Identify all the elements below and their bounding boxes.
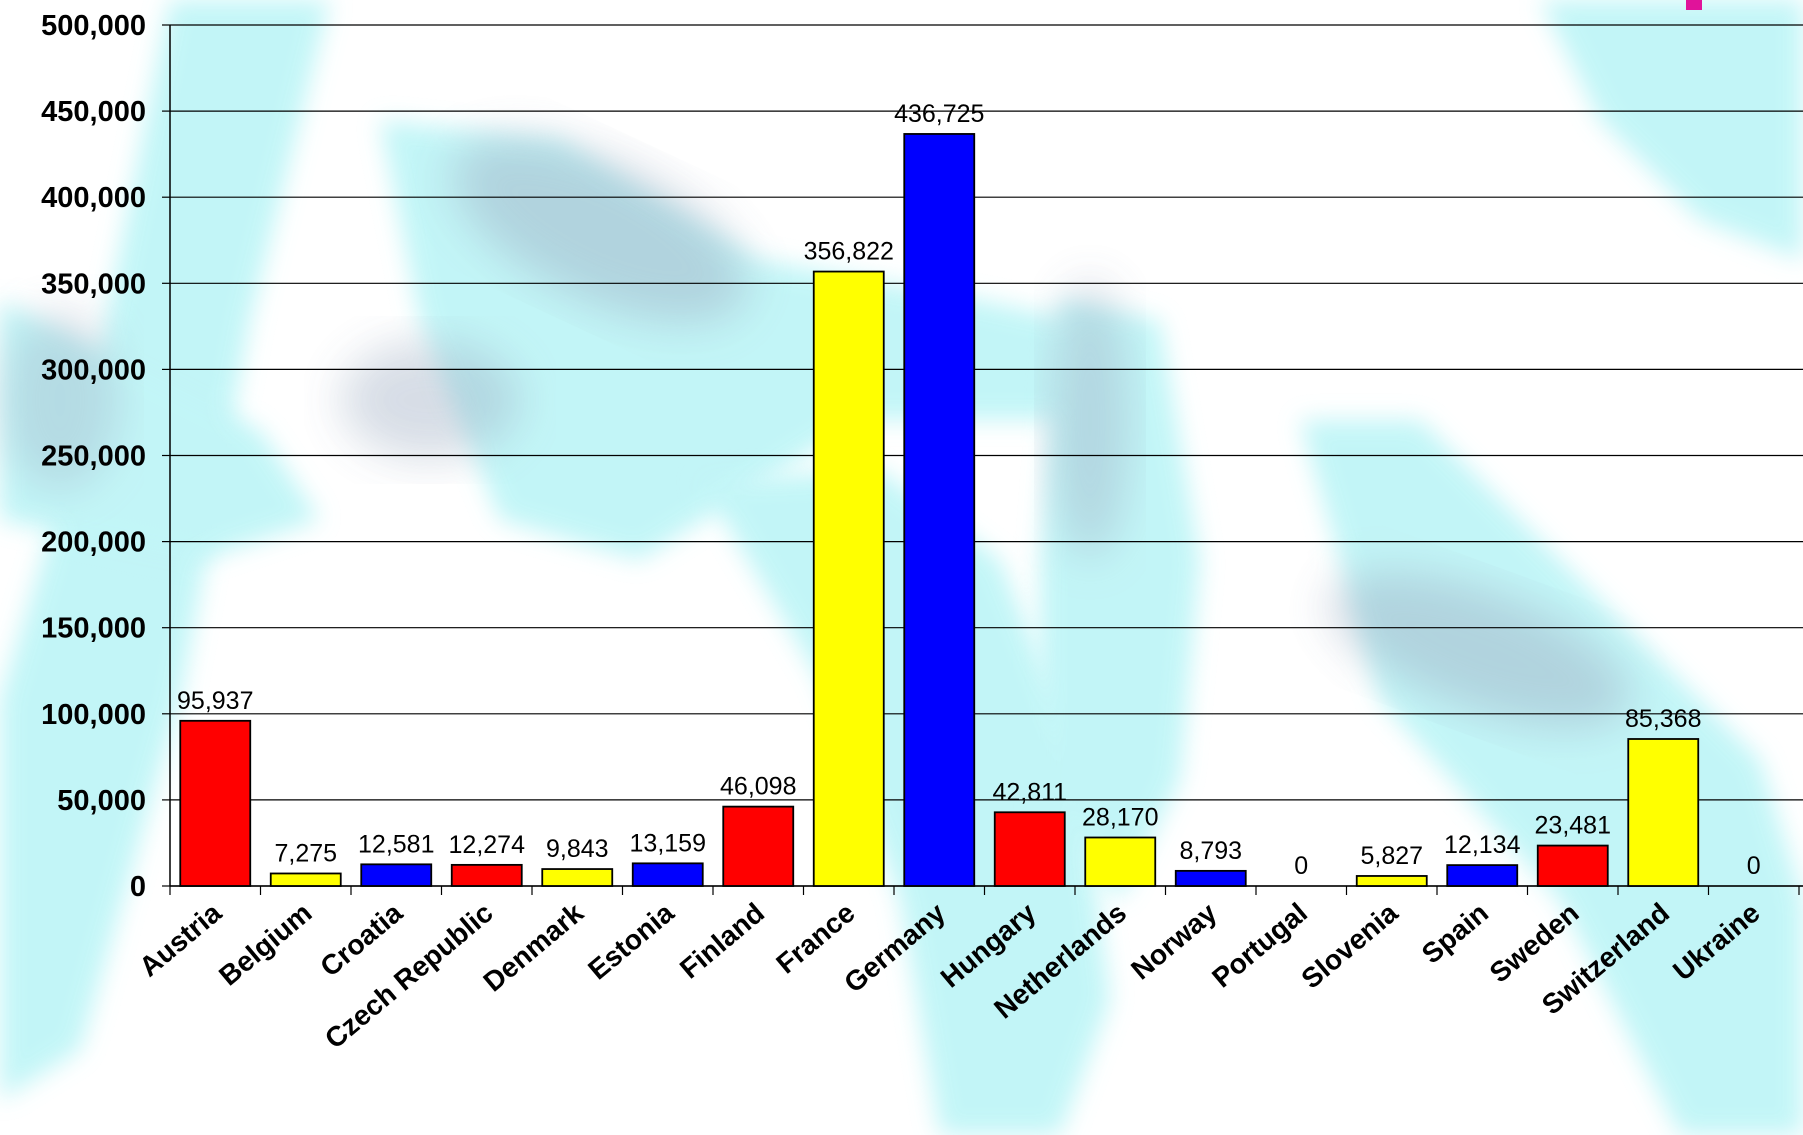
watermark-shadow [1050,280,1130,560]
data-label: 12,274 [449,831,526,859]
bar-spain [1446,864,1519,887]
x-category-label: Belgium [213,897,318,992]
y-tick-label: 500,000 [41,10,146,42]
data-label: 13,159 [630,829,706,857]
data-label: 7,275 [274,839,337,867]
data-label: 12,581 [358,830,434,858]
bar-austria [179,719,252,887]
y-tick-label: 200,000 [41,527,146,559]
x-category-label: Portugal [1206,897,1313,994]
data-label: 8,793 [1179,837,1242,865]
data-label: 0 [1294,852,1308,880]
data-labels: 95,937 7,275 12,581 12,274 9,843 13,159 46,098… [177,100,1761,880]
bar-czech-republic [450,863,523,887]
data-label: 42,811 [992,778,1067,806]
data-label: 23,481 [1535,812,1611,840]
y-tick-label: 300,000 [41,354,146,386]
y-tick-label: 50,000 [57,785,146,817]
data-label: 85,368 [1625,705,1701,733]
bar-finland [722,805,795,887]
data-label: 5,827 [1360,842,1423,870]
bar-croatia [360,863,433,887]
watermark-shadow [0,310,120,490]
watermark-shadow [452,137,748,323]
data-label: 46,098 [720,773,796,801]
bar-france [812,270,885,887]
x-category-label: Czech Republic [319,897,499,1055]
y-tick-label: 350,000 [41,268,146,300]
bar-slovenia [1355,875,1428,887]
bar-belgium [269,872,342,887]
watermark-shadow [340,340,520,460]
x-category-label: Spain [1416,897,1494,970]
watermark-shadow [1328,571,1632,729]
data-label: 0 [1747,852,1761,880]
corner-accent [1686,0,1702,10]
bar-hungary [993,811,1066,887]
y-tick-label: 250,000 [41,441,146,473]
watermark-stroke [1300,420,1803,1135]
x-category-label: Estonia [582,897,680,986]
y-tick-label: 100,000 [41,699,146,731]
data-label: 28,170 [1082,803,1158,831]
x-category-label: Denmark [477,897,589,998]
x-category-label: Finland [674,897,770,985]
data-label: 436,725 [894,100,984,128]
bar-switzerland [1627,738,1700,887]
bars [179,133,1700,887]
axes [162,24,1803,895]
y-tick-label: 150,000 [41,613,146,645]
data-label: 95,937 [177,687,253,715]
bar-germany [903,133,976,887]
watermark-stroke [1540,0,1803,260]
y-tick-label: 400,000 [41,182,146,214]
bar-estonia [631,862,704,887]
bar-netherlands [1084,836,1157,887]
data-label: 12,134 [1444,831,1521,859]
bar-norway [1174,869,1247,887]
data-label: 9,843 [546,835,609,863]
y-tick-label: 450,000 [41,96,146,128]
bar-denmark [541,868,614,887]
data-label: 356,822 [804,238,894,266]
x-category-label: Austria [133,897,227,983]
y-tick-label: 0 [130,871,146,903]
bar-sweden [1536,844,1609,887]
x-category-label: Slovenia [1295,897,1403,995]
y-axis-tick-labels: 0 50,000 100,000 150,000 200,000 250,000 300,0… [41,10,146,903]
